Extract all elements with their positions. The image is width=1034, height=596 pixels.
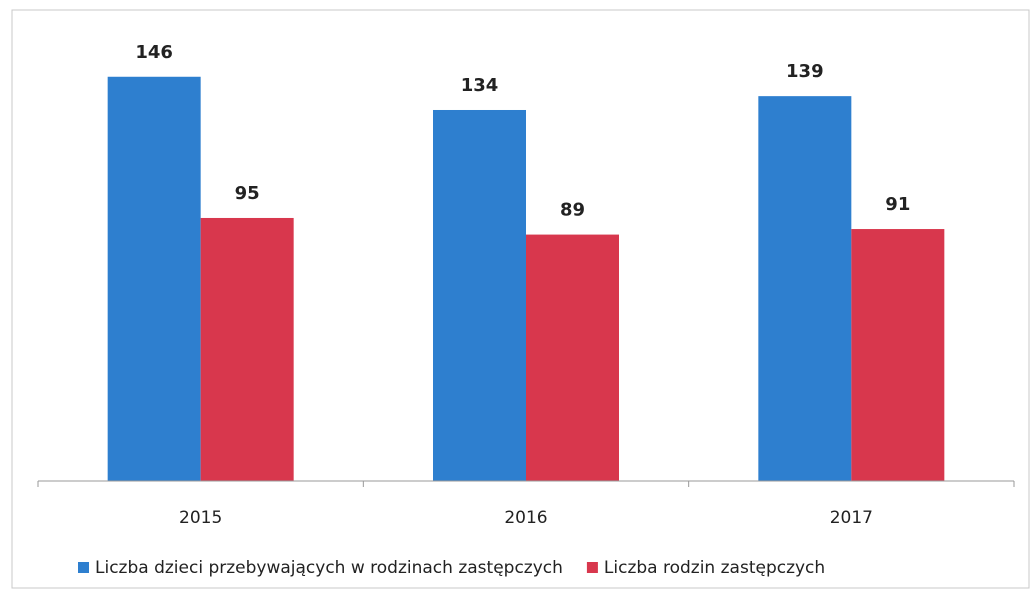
value-label: 134 (461, 75, 499, 96)
bar (526, 234, 619, 481)
bar (200, 217, 294, 481)
legend-swatch (78, 562, 89, 573)
value-label: 139 (786, 61, 824, 82)
x-tick-label: 2017 (830, 508, 873, 528)
legend-swatch (586, 562, 598, 573)
bar (433, 109, 526, 482)
value-label: 146 (135, 42, 173, 63)
x-tick-label: 2016 (504, 508, 547, 528)
bar (851, 229, 945, 481)
x-tick-label: 2015 (179, 508, 222, 528)
value-label: 91 (885, 194, 910, 215)
value-label: 95 (235, 183, 260, 204)
legend-label: Liczba rodzin zastępczych (604, 558, 825, 578)
bar (758, 96, 852, 482)
bar (107, 76, 201, 481)
legend-label: Liczba dzieci przebywających w rodzinach… (95, 558, 563, 578)
value-label: 89 (560, 200, 585, 221)
